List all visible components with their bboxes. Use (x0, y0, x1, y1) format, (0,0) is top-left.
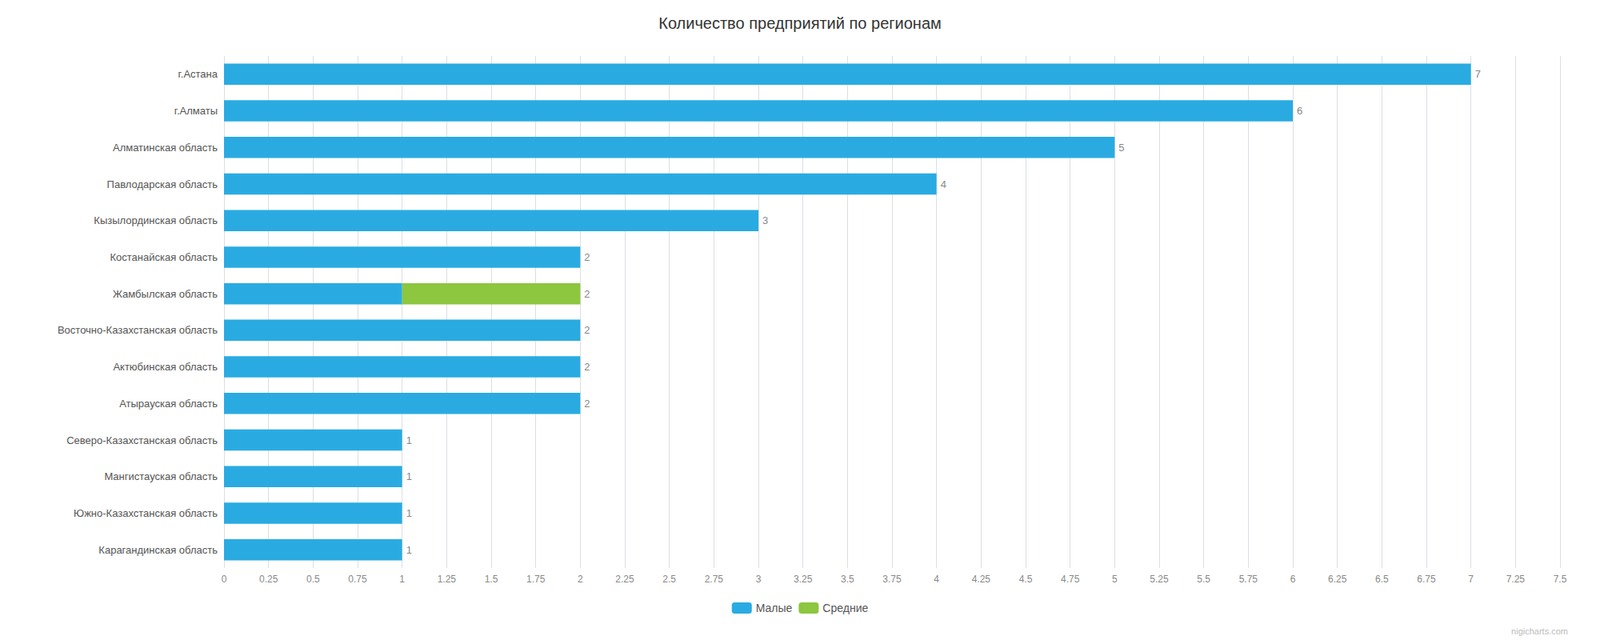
svg-text:Восточно-Казахстанская область: Восточно-Казахстанская область (57, 324, 218, 336)
svg-text:5: 5 (1118, 141, 1124, 154)
svg-text:3.25: 3.25 (793, 573, 813, 585)
svg-text:7.5: 7.5 (1553, 573, 1568, 585)
svg-text:4: 4 (940, 178, 947, 191)
svg-text:0.75: 0.75 (348, 573, 368, 585)
svg-text:1: 1 (399, 573, 405, 585)
svg-text:2: 2 (577, 573, 584, 585)
svg-text:6.5: 6.5 (1375, 573, 1389, 585)
svg-text:Количество предприятий по реги: Количество предприятий по регионам (658, 14, 942, 32)
svg-text:Кызылординская область: Кызылординская область (93, 214, 218, 227)
svg-text:1: 1 (406, 507, 412, 520)
svg-text:5.25: 5.25 (1149, 573, 1169, 585)
svg-text:5.5: 5.5 (1196, 573, 1211, 585)
svg-text:nigicharts.com: nigicharts.com (1511, 626, 1568, 636)
svg-text:Костанайская область: Костанайская область (109, 251, 218, 264)
svg-text:3.75: 3.75 (882, 573, 902, 585)
svg-text:3: 3 (762, 214, 768, 227)
svg-text:1.75: 1.75 (526, 573, 546, 585)
svg-text:1.5: 1.5 (484, 573, 499, 585)
svg-text:2: 2 (584, 360, 590, 373)
svg-text:4.5: 4.5 (1019, 573, 1033, 585)
svg-text:Карагандинская область: Карагандинская область (98, 544, 218, 556)
svg-text:6.25: 6.25 (1328, 573, 1348, 585)
svg-text:6: 6 (1296, 104, 1303, 117)
svg-text:3: 3 (756, 573, 762, 585)
svg-text:7: 7 (1475, 68, 1481, 80)
svg-text:6.75: 6.75 (1416, 573, 1436, 585)
svg-text:Атырауская область: Атырауская область (119, 397, 218, 410)
svg-text:0: 0 (221, 573, 228, 585)
svg-text:4.75: 4.75 (1060, 573, 1080, 585)
svg-text:5.75: 5.75 (1239, 573, 1259, 585)
svg-text:Малые: Малые (756, 601, 793, 615)
svg-text:Средние: Средние (822, 601, 868, 615)
svg-text:2: 2 (584, 288, 590, 300)
svg-text:Алматинская область: Алматинская область (112, 141, 218, 154)
svg-text:2: 2 (584, 251, 590, 264)
svg-text:2.25: 2.25 (615, 573, 635, 585)
svg-text:7.25: 7.25 (1506, 573, 1526, 585)
svg-text:г.Алматы: г.Алматы (174, 104, 218, 117)
svg-text:2: 2 (584, 397, 590, 410)
svg-text:Мангистауская область: Мангистауская область (104, 470, 218, 483)
svg-text:Актюбинская область: Актюбинская область (112, 360, 218, 373)
svg-text:2: 2 (584, 324, 590, 336)
svg-text:7: 7 (1468, 573, 1474, 585)
svg-text:2.5: 2.5 (662, 573, 676, 585)
svg-text:Северо-Казахстанская область: Северо-Казахстанская область (66, 434, 218, 447)
svg-text:0.25: 0.25 (259, 573, 279, 585)
svg-text:г.Астана: г.Астана (178, 68, 219, 80)
svg-text:4.25: 4.25 (972, 573, 992, 585)
svg-text:6: 6 (1290, 573, 1296, 585)
svg-text:5: 5 (1112, 573, 1118, 585)
svg-text:4: 4 (933, 573, 940, 585)
svg-text:1: 1 (406, 470, 412, 483)
svg-text:0.5: 0.5 (306, 573, 320, 585)
svg-text:3.5: 3.5 (840, 573, 855, 585)
svg-text:1: 1 (406, 544, 412, 556)
svg-text:Жамбылская область: Жамбылская область (112, 288, 218, 300)
svg-text:1: 1 (406, 434, 412, 447)
svg-text:2.75: 2.75 (704, 573, 724, 585)
svg-text:Южно-Казахстанская область: Южно-Казахстанская область (73, 507, 218, 520)
svg-text:1.25: 1.25 (437, 573, 457, 585)
svg-text:Павлодарская область: Павлодарская область (107, 178, 219, 191)
